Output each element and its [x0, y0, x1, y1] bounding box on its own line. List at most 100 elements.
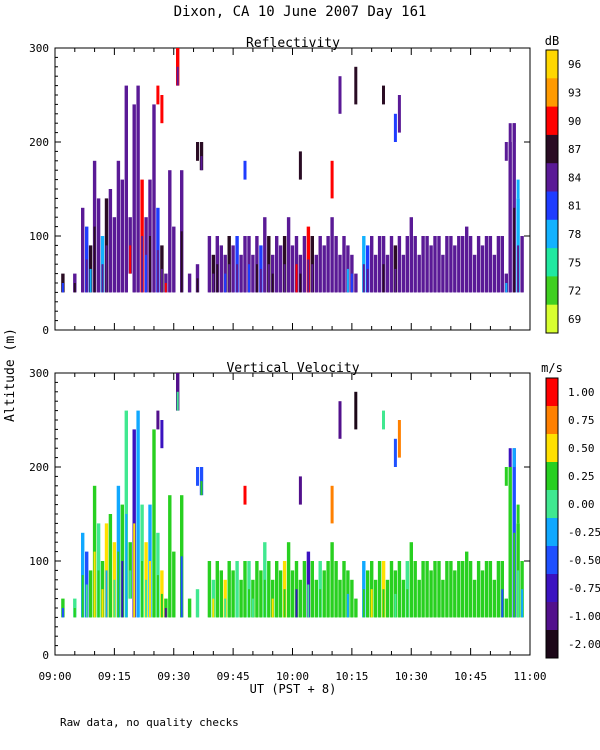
colorbar-segment — [546, 602, 558, 631]
reflectivity-echo-streak — [410, 254, 413, 293]
velocity-echo-streak — [156, 575, 159, 618]
reflectivity-echo-streak — [287, 254, 290, 293]
reflectivity-echo-column — [286, 217, 291, 293]
colorbar-segment — [546, 191, 558, 221]
reflectivity-echo-streak — [85, 259, 88, 293]
reflectivity-echo-streak — [160, 268, 163, 293]
x-axis-time-labels: 09:00 09:15 09:30 09:45 10:00 10:15 10:30 10:45… — [38, 670, 546, 683]
velocity-echo-feature — [243, 485, 247, 505]
velocity-echo-streak — [497, 589, 500, 618]
colorbar-outline — [545, 377, 559, 659]
colorbar-segment — [546, 106, 558, 136]
velocity-echo-streak — [370, 589, 373, 618]
velocity-echo-streak — [81, 575, 84, 618]
reflectivity-echo-streak — [267, 264, 270, 293]
reflectivity-echo-streak — [149, 236, 151, 293]
colorbar-label: -2.00 — [568, 638, 600, 651]
reflectivity-echo-streak — [430, 268, 432, 293]
velocity-echo-streak — [188, 608, 191, 618]
velocity-echo-streak — [493, 598, 496, 618]
colorbar-label: 87 — [568, 143, 581, 156]
colorbar-label: 84 — [568, 171, 582, 184]
velocity-x-ticks — [54, 373, 531, 655]
colorbar-segment — [546, 490, 558, 519]
velocity-echo-streak — [271, 598, 274, 618]
reflectivity-echo-streak — [493, 273, 496, 293]
velocity-echo-streak — [354, 608, 357, 618]
reflectivity-echo-streak — [327, 264, 330, 293]
colorbar-segment — [546, 462, 558, 491]
velocity-echo-streak — [275, 589, 278, 618]
reflectivity-echo-streak — [394, 268, 397, 293]
colorbar-segment — [546, 406, 558, 435]
colorbar-label: 0.00 — [568, 498, 595, 511]
reflectivity-echo-streak — [382, 264, 385, 293]
colorbar-segment — [546, 78, 558, 108]
reflectivity-echo-streak — [426, 264, 429, 293]
reflectivity-echo-streak — [117, 226, 120, 293]
reflectivity-echo-streak — [93, 226, 96, 293]
reflectivity-echo-streak — [129, 245, 132, 274]
velocity-echo-streak — [323, 593, 326, 618]
x-tick-label: 10:45 — [454, 670, 487, 683]
velocity-echo-streak — [287, 579, 290, 618]
reflectivity-echo-streak — [315, 273, 318, 293]
velocity-echo-streak — [465, 584, 468, 618]
colorbar-label: 1.00 — [568, 386, 595, 399]
velocity-echo-streak — [335, 589, 337, 618]
colorbar-label: -0.25 — [568, 526, 600, 539]
reflectivity-echo-streak — [164, 283, 167, 293]
reflectivity-echo-streak — [366, 268, 369, 293]
reflectivity-echo-streak — [137, 189, 140, 293]
y-tick-label: 100 — [29, 555, 49, 568]
reflectivity-echo-streak — [263, 254, 266, 293]
velocity-echo-streak — [469, 589, 472, 618]
reflectivity-echo-streak — [311, 264, 314, 293]
velocity-echo-streak — [445, 589, 448, 618]
velocity-echo-feature — [330, 485, 334, 524]
reflectivity-echo-streak — [251, 273, 254, 293]
velocity-echo-streak — [331, 579, 334, 618]
velocity-echo-streak — [374, 598, 377, 618]
colorbar-label: 72 — [568, 285, 581, 298]
velocity-echo-streak — [327, 589, 330, 618]
colorbar-segment — [546, 574, 558, 603]
velocity-echo-streak — [461, 589, 464, 618]
reflectivity-echo-streak — [418, 273, 421, 293]
colorbar-label: 0.75 — [568, 414, 595, 427]
velocity-echo-streak — [295, 589, 298, 618]
velocity-echo-streak — [85, 584, 88, 618]
velocity-echo-feature — [156, 410, 160, 430]
velocity-echo-streak — [346, 593, 349, 618]
reflectivity-echo-streak — [188, 283, 191, 293]
colorbar-label: 0.25 — [568, 470, 595, 483]
velocity-echo-feature — [516, 504, 520, 524]
reflectivity-x-ticks — [54, 48, 531, 330]
reflectivity-echo-streak — [477, 264, 480, 293]
reflectivity-echo-streak — [339, 273, 341, 293]
reflectivity-echo-column — [330, 217, 334, 293]
reflectivity-echo-streak — [81, 250, 84, 293]
reflectivity-echo-streak — [343, 264, 345, 293]
velocity-y-axis: 0 100 200 300 — [29, 367, 530, 662]
velocity-data-marks — [61, 373, 524, 618]
velocity-echo-streak — [93, 551, 96, 618]
velocity-echo-streak — [406, 589, 409, 618]
velocity-echo-streak — [137, 514, 140, 618]
reflectivity-echo-streak — [461, 264, 464, 293]
velocity-echo-feature — [508, 448, 512, 467]
reflectivity-echo-streak — [271, 273, 274, 293]
colorbar-label: 69 — [568, 313, 581, 326]
reflectivity-echo-streak — [168, 231, 171, 293]
x-tick-label: 09:45 — [217, 670, 250, 683]
y-tick-label: 300 — [29, 367, 49, 380]
footnote: Raw data, no quality checks — [60, 716, 239, 729]
velocity-echo-streak — [244, 589, 246, 618]
velocity-echo-streak — [283, 589, 286, 618]
reflectivity-echo-streak — [406, 264, 409, 293]
reflectivity-echo-streak — [449, 264, 452, 293]
velocity-echo-streak — [125, 514, 128, 618]
velocity-echo-streak — [434, 589, 436, 618]
figure-title: Dixon, CA 10 June 2007 Day 161 — [174, 4, 427, 20]
